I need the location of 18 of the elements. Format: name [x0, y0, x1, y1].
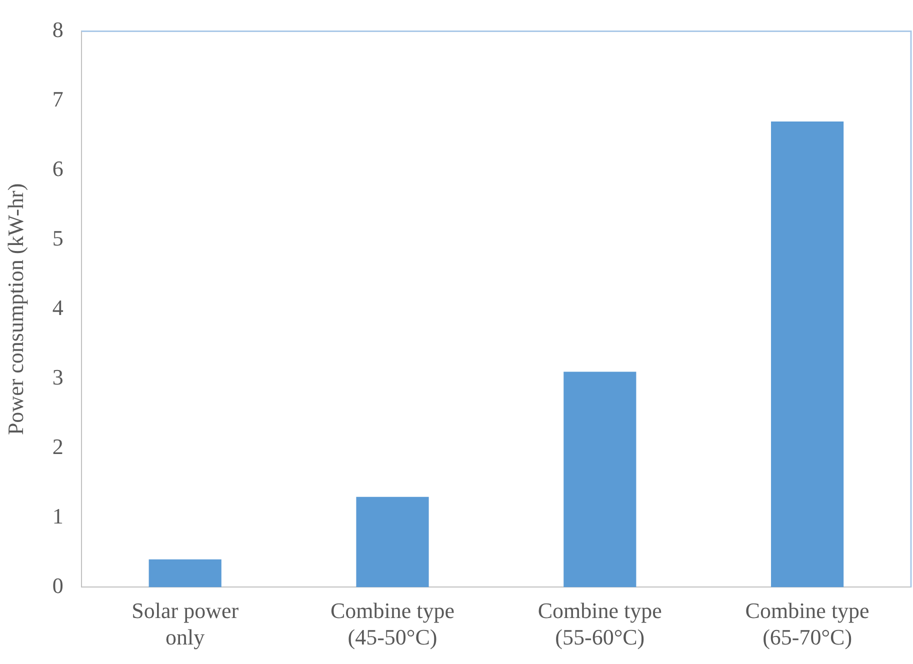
bar — [356, 496, 429, 588]
y-tick-label: 5 — [52, 225, 64, 250]
bar — [771, 122, 844, 588]
y-tick-label: 0 — [52, 572, 64, 598]
y-tick-label: 8 — [52, 16, 64, 42]
y-tick-label: 1 — [52, 503, 64, 528]
y-tick-label: 6 — [52, 156, 64, 181]
y-tick-label: 3 — [52, 364, 64, 390]
y-tick-label: 7 — [52, 86, 64, 112]
y-axis-title: Power consumption (kW-hr) — [2, 183, 28, 436]
y-tick-label: 4 — [52, 294, 64, 320]
bar — [564, 372, 636, 588]
bar — [148, 559, 222, 588]
x-tick-label: Solar power only — [132, 598, 240, 650]
x-tick-label: Combine type (55-60°C) — [538, 598, 662, 650]
x-tick-label: Combine type (65-70°C) — [745, 598, 870, 650]
x-tick-label: Combine type (45-50°C) — [330, 598, 455, 650]
y-tick-label: 2 — [52, 434, 64, 459]
